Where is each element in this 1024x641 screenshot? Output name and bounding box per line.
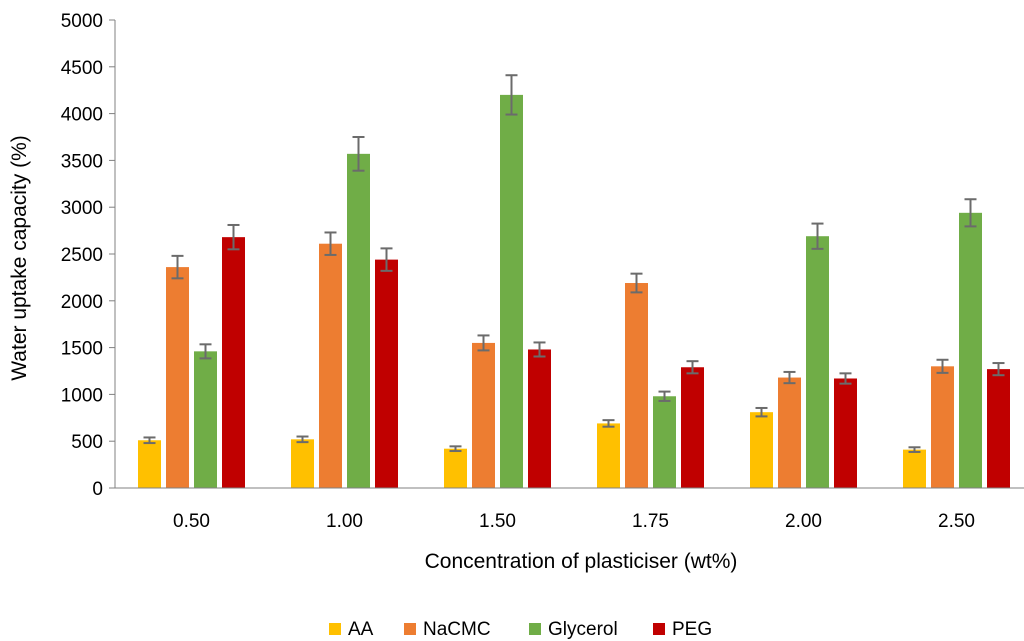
y-tick-label: 4000: [61, 105, 103, 126]
bar-aa-1.50: [444, 448, 467, 488]
bar-peg-1.00: [375, 259, 398, 488]
y-tick-label: 2500: [61, 245, 103, 266]
y-tick-label: 500: [71, 432, 103, 453]
error-bar: [992, 362, 1005, 377]
error-bar: [296, 435, 309, 444]
bar-aa-0.50: [138, 440, 161, 488]
legend-swatch: [329, 623, 341, 635]
x-axis-ticks: 0.50 1.00 1.50 1.75 2.00 2.50: [173, 511, 975, 532]
y-tick-label: 1000: [61, 385, 103, 406]
legend-swatch: [653, 623, 665, 635]
error-bar: [755, 406, 768, 418]
error-bar: [811, 222, 824, 250]
legend-label: NaCMC: [423, 619, 491, 640]
error-bar: [783, 370, 796, 385]
legend-item-glycerol: Glycerol: [529, 619, 618, 640]
bar-nacmc-1.75: [625, 283, 648, 488]
legend-label: Glycerol: [548, 619, 618, 640]
error-bar: [936, 358, 949, 374]
y-axis-title: Water uptake capacity (%): [8, 135, 31, 380]
error-bar: [449, 445, 462, 453]
error-bar: [143, 436, 156, 445]
error-bar: [686, 360, 699, 375]
y-tick-label: 0: [92, 479, 103, 500]
error-bar: [505, 74, 518, 116]
legend-swatch: [529, 623, 541, 635]
bar-glycerol-1.75: [653, 396, 676, 488]
bar-nacmc-1.50: [472, 342, 495, 488]
bar-glycerol-0.50: [194, 351, 217, 488]
y-tick-label: 3000: [61, 198, 103, 219]
x-tick-label: 0.50: [173, 511, 210, 532]
error-bar: [477, 334, 490, 352]
legend-label: PEG: [672, 619, 712, 640]
legend-swatch: [404, 623, 416, 635]
bar-peg-0.50: [222, 237, 245, 488]
x-tick-label: 1.50: [479, 511, 516, 532]
y-tick-label: 2000: [61, 292, 103, 313]
bar-peg-2.50: [987, 369, 1010, 488]
bar-peg-1.75: [681, 367, 704, 488]
bar-aa-2.00: [750, 412, 773, 488]
bar-peg-1.50: [528, 349, 551, 488]
error-bar: [199, 343, 212, 360]
bar-nacmc-1.00: [319, 243, 342, 488]
bar-glycerol-1.50: [500, 94, 523, 488]
error-bar: [324, 231, 337, 256]
bar-nacmc-2.00: [778, 377, 801, 488]
error-bar: [171, 254, 184, 280]
legend-item-nacmc: NaCMC: [404, 619, 491, 640]
bar-glycerol-2.50: [959, 212, 982, 489]
x-tick-label: 2.50: [938, 511, 975, 532]
error-bar: [227, 223, 240, 251]
bar-peg-2.00: [834, 378, 857, 488]
y-tick-label: 1500: [61, 339, 103, 360]
error-bar: [630, 272, 643, 294]
bar-glycerol-2.00: [806, 236, 829, 488]
bar-nacmc-0.50: [166, 267, 189, 488]
x-tick-label: 2.00: [785, 511, 822, 532]
y-tick-label: 3500: [61, 151, 103, 172]
error-bar: [964, 198, 977, 228]
error-bar: [908, 446, 921, 453]
x-tick-label: 1.75: [632, 511, 669, 532]
legend-item-aa: AA: [329, 619, 374, 640]
legend-item-peg: PEG: [653, 619, 712, 640]
legend: AA NaCMC Glycerol PEG: [329, 619, 712, 640]
bars: [138, 74, 1010, 489]
x-axis-title: Concentration of plasticiser (wt%): [425, 550, 738, 573]
x-tick-label: 1.00: [326, 511, 363, 532]
bar-nacmc-2.50: [931, 366, 954, 488]
legend-label: AA: [348, 619, 374, 640]
bar-glycerol-1.00: [347, 153, 370, 488]
error-bar: [839, 372, 852, 385]
error-bar: [352, 136, 365, 172]
y-tick-label: 5000: [61, 11, 103, 32]
error-bar: [658, 390, 671, 402]
error-bar: [602, 419, 615, 428]
error-bar: [380, 247, 393, 272]
y-axis-ticks: 0 500 1000 1500 2000 2500 3000 3500 4000 4500 5000: [61, 11, 115, 500]
bar-aa-1.75: [597, 423, 620, 488]
bar-aa-2.50: [903, 449, 926, 488]
bar-aa-1.00: [291, 439, 314, 488]
y-tick-label: 4500: [61, 58, 103, 79]
error-bar: [533, 341, 546, 358]
